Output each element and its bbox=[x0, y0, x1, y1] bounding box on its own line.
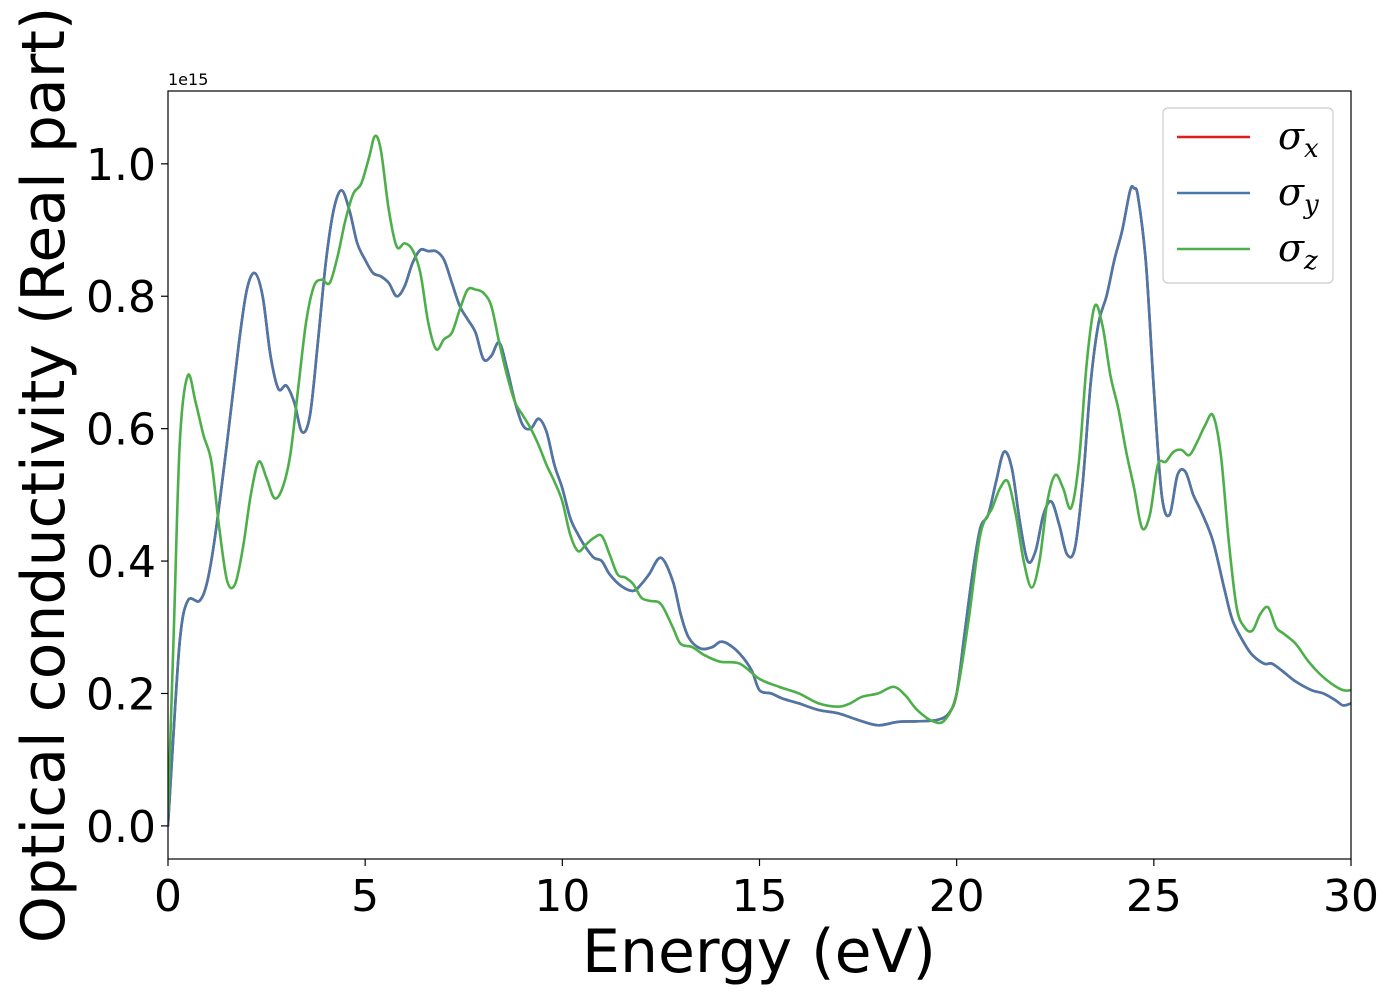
x-axis: 0 5 10 15 20 25 30 bbox=[154, 859, 1379, 922]
legend-subscript: y bbox=[1303, 190, 1319, 220]
legend-label-z: σz bbox=[1278, 226, 1318, 276]
legend-frame bbox=[1162, 107, 1334, 284]
x-tick-label: 30 bbox=[1323, 871, 1379, 922]
y-tick-label: 1.0 bbox=[86, 140, 156, 191]
legend-subscript: z bbox=[1303, 246, 1318, 276]
y-tick-label: 0.6 bbox=[86, 405, 156, 456]
x-tick-label: 25 bbox=[1126, 871, 1182, 922]
x-tick-label: 10 bbox=[534, 871, 590, 922]
legend-label-y: σy bbox=[1278, 170, 1319, 220]
y-axis-label: Optical conductivity (Real part) bbox=[9, 7, 79, 944]
y-tick-label: 0.4 bbox=[86, 537, 156, 588]
y-tick-label: 0.0 bbox=[86, 802, 156, 853]
legend-subscript: x bbox=[1304, 134, 1319, 164]
series-line-z bbox=[168, 134, 1351, 814]
series-layer bbox=[168, 134, 1351, 828]
x-tick-label: 5 bbox=[351, 871, 379, 922]
legend-symbol: σ bbox=[1278, 170, 1305, 214]
y-axis: 0.0 0.2 0.4 0.6 0.8 1.0 bbox=[86, 140, 168, 853]
x-axis-label: Energy (eV) bbox=[582, 917, 936, 987]
series-line-y bbox=[168, 184, 1351, 828]
x-tick-label: 15 bbox=[732, 871, 788, 922]
legend-label-x: σx bbox=[1278, 114, 1319, 164]
y-offset-label: 1e15 bbox=[168, 70, 208, 89]
y-tick-label: 0.8 bbox=[86, 272, 156, 323]
legend-symbol: σ bbox=[1278, 226, 1305, 270]
x-tick-label: 20 bbox=[929, 871, 985, 922]
legend-symbol: σ bbox=[1278, 114, 1305, 158]
y-tick-label: 0.2 bbox=[86, 669, 156, 720]
x-tick-label: 0 bbox=[154, 871, 182, 922]
